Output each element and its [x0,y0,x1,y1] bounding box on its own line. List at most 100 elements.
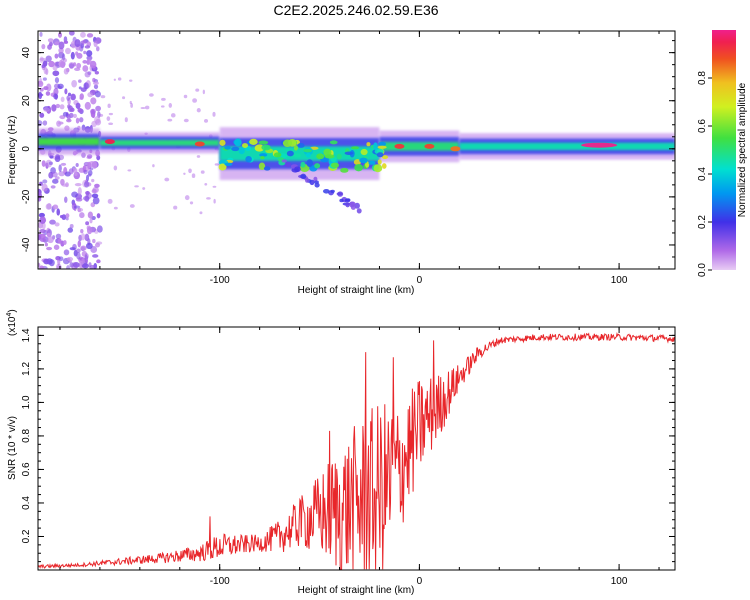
noise-speckle [44,242,48,247]
noise-speckle [88,161,96,168]
noise-speckle [63,240,67,246]
trail-blob [330,189,335,193]
x-tick-label: 100 [611,576,628,587]
noise-speckle [52,70,60,77]
noise-speckle [160,105,165,108]
noise-speckle [73,205,81,209]
noise-speckle [80,233,86,241]
noise-speckle [95,118,102,126]
noise-speckle [58,164,62,172]
spectral-blob [282,139,293,148]
spectral-blob [314,163,321,169]
noise-speckle [39,57,46,61]
spectral-blob [293,145,299,151]
y-tick-label: 1.4 [21,328,32,342]
noise-speckle [69,112,74,119]
spectral-blob [376,152,384,158]
noise-speckle [152,164,155,168]
noise-speckle [43,107,50,112]
noise-speckle [85,221,90,226]
noise-speckle [184,195,190,201]
noise-speckle [76,248,81,253]
noise-speckle [195,88,200,92]
spectral-blob [219,139,226,146]
noise-speckle [84,254,89,263]
band-core [99,139,220,146]
noise-speckle [183,94,188,99]
spectral-blob [254,144,265,152]
colorbar-gradient [712,30,736,270]
noise-speckle [93,81,99,86]
noise-speckle [39,77,43,85]
noise-speckle [39,238,46,242]
noise-speckle [41,44,46,50]
noise-speckle [83,181,90,188]
y-tick-label: -40 [21,237,32,252]
noise-speckle [79,212,85,219]
noise-speckle [79,93,84,100]
noise-speckle [65,47,71,55]
noise-speckle [204,118,209,123]
noise-speckle [38,197,42,202]
noise-speckle [86,226,93,235]
noise-speckle [54,53,59,59]
noise-speckle [75,117,80,124]
trail-blob [344,198,351,203]
snr-exponent-close: ) [7,309,18,312]
noise-speckle [38,262,41,268]
hotspot [194,141,205,147]
spectral-blob [242,143,249,148]
noise-speckle [45,203,52,210]
noise-speckle [45,91,51,96]
noise-speckle [60,61,66,68]
noise-speckle [206,197,211,200]
noise-speckle [63,68,69,75]
noise-speckle [66,265,71,269]
noise-speckle [85,174,89,182]
noise-speckle [81,39,87,45]
noise-speckle [82,65,89,72]
snr-frame [37,326,676,571]
noise-speckle [52,204,59,210]
noise-speckle [69,223,74,229]
noise-speckle [167,118,173,122]
spectral-blob [381,155,389,160]
snr-panel: -100 0 100 0.2 0.4 0.6 0.8 1.0 1.2 1.4 Height of … [6,309,676,596]
noise-speckle [57,258,61,266]
noise-speckle [54,77,60,84]
noise-speckle [83,82,90,90]
noise-speckle [55,233,62,239]
trail-blob [314,180,319,184]
noise-speckle [55,103,61,109]
noise-speckle [70,51,75,60]
noise-speckle [77,107,83,113]
noise-speckle [38,212,45,218]
noise-speckle [90,202,96,208]
noise-speckle [47,236,54,244]
noise-speckle [90,108,96,115]
noise-speckle [68,31,75,36]
noise-speckle [92,254,99,258]
spectral-blob [324,154,335,159]
spectral-blob [300,161,306,168]
noise-speckle [212,111,216,117]
noise-speckle [63,249,70,256]
noise-speckle [59,214,64,219]
spectral-blob [366,142,371,147]
noise-speckle [75,197,83,202]
spectral-blob [336,153,342,160]
y-tick-label: -20 [21,189,32,204]
spectral-blob [249,138,258,145]
spectral-blob [359,157,368,164]
noise-speckle [86,50,93,57]
spectral-blob [258,162,266,170]
spectral-blob [260,156,265,160]
hotspot [424,143,435,149]
noise-speckle [76,251,81,260]
trail-blob [300,173,307,180]
spectral-blob [351,146,359,150]
noise-speckle [107,198,113,204]
noise-speckle [183,172,186,175]
noise-speckle [54,176,60,180]
noise-speckle [70,93,76,101]
